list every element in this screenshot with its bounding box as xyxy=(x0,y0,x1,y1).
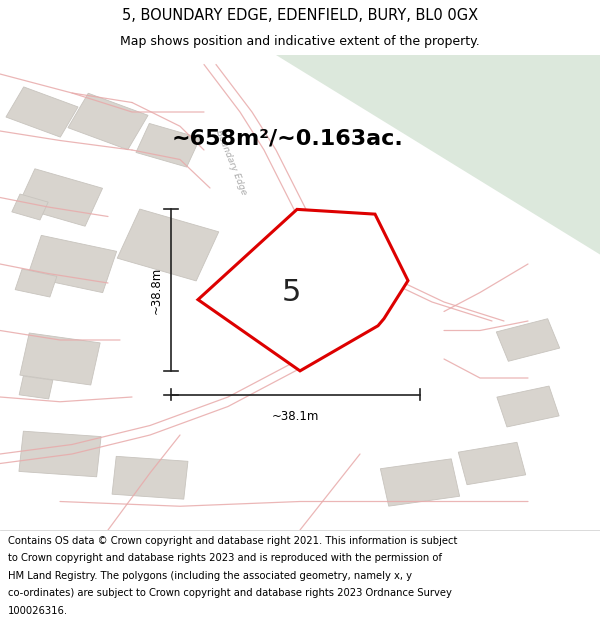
Polygon shape xyxy=(112,456,188,499)
Polygon shape xyxy=(6,87,78,137)
Text: ~38.8m: ~38.8m xyxy=(149,266,163,314)
Text: ~38.1m: ~38.1m xyxy=(272,410,319,423)
Polygon shape xyxy=(28,236,116,292)
Polygon shape xyxy=(198,209,408,371)
Text: ~658m²/~0.163ac.: ~658m²/~0.163ac. xyxy=(172,128,404,148)
Text: Map shows position and indicative extent of the property.: Map shows position and indicative extent… xyxy=(120,35,480,48)
Polygon shape xyxy=(497,386,559,427)
Polygon shape xyxy=(19,376,53,399)
Polygon shape xyxy=(117,209,219,281)
Polygon shape xyxy=(380,459,460,506)
Text: 5: 5 xyxy=(281,278,301,307)
Polygon shape xyxy=(12,194,48,220)
Polygon shape xyxy=(136,123,200,167)
Text: 100026316.: 100026316. xyxy=(8,606,68,616)
Polygon shape xyxy=(324,55,600,198)
Text: HM Land Registry. The polygons (including the associated geometry, namely x, y: HM Land Registry. The polygons (includin… xyxy=(8,571,412,581)
Text: Boundary Edge: Boundary Edge xyxy=(214,128,248,196)
Polygon shape xyxy=(458,442,526,485)
Polygon shape xyxy=(276,55,600,254)
Polygon shape xyxy=(209,216,399,362)
Polygon shape xyxy=(496,319,560,361)
Polygon shape xyxy=(19,431,101,477)
Polygon shape xyxy=(15,269,57,297)
Text: to Crown copyright and database rights 2023 and is reproduced with the permissio: to Crown copyright and database rights 2… xyxy=(8,553,442,563)
Text: Contains OS data © Crown copyright and database right 2021. This information is : Contains OS data © Crown copyright and d… xyxy=(8,536,457,546)
Text: co-ordinates) are subject to Crown copyright and database rights 2023 Ordnance S: co-ordinates) are subject to Crown copyr… xyxy=(8,588,452,598)
Text: 5, BOUNDARY EDGE, EDENFIELD, BURY, BL0 0GX: 5, BOUNDARY EDGE, EDENFIELD, BURY, BL0 0… xyxy=(122,8,478,23)
Polygon shape xyxy=(17,169,103,226)
Polygon shape xyxy=(68,93,148,150)
Polygon shape xyxy=(20,333,100,385)
